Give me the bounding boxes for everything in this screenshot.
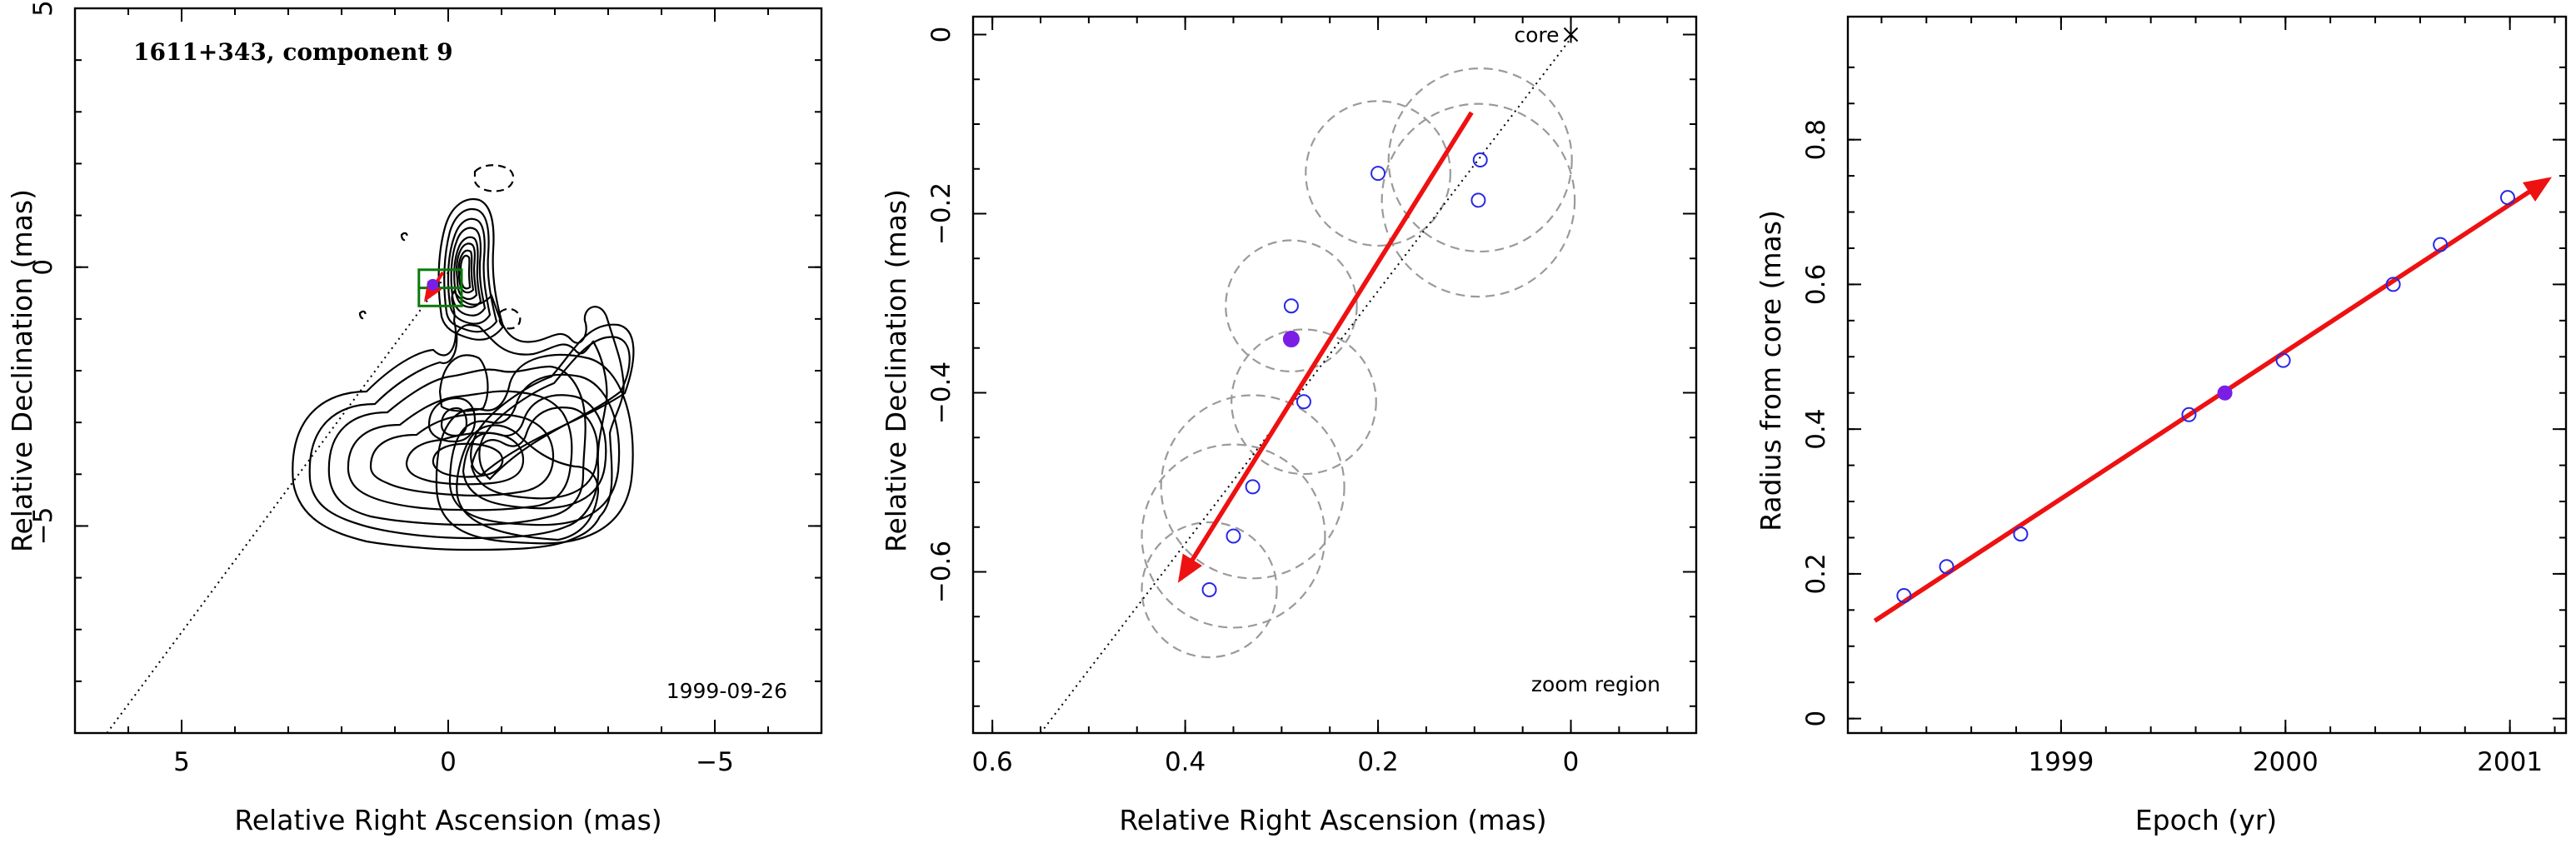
component-circle: [1141, 443, 1326, 629]
y-tick-label: 5: [28, 0, 58, 17]
x-tick-label: 0.6: [971, 747, 1012, 777]
component-point: [1472, 152, 1488, 167]
component-point: [1295, 394, 1311, 410]
component-circle: [1305, 100, 1451, 247]
plot-frame: [1846, 15, 2568, 735]
component-circle: [1160, 394, 1345, 580]
component-circle: [1380, 102, 1576, 298]
x-axis-label: Relative Right Ascension (mas): [234, 804, 661, 836]
ejection-line: [106, 272, 449, 734]
x-tick-label: 5: [173, 747, 190, 777]
radius-points: [1896, 190, 2515, 603]
x-tick-label: 2000: [2253, 747, 2319, 777]
x-tick-label: −5: [696, 747, 734, 777]
component-positions: [1201, 152, 1488, 597]
y-axis-label: Radius from core (mas): [1755, 210, 1787, 531]
y-axis-label: Relative Declination (mas): [6, 189, 38, 552]
x-tick-label: 0: [440, 747, 457, 777]
x-tick-label: 0: [1563, 747, 1580, 777]
zoom-region-label: zoom region: [1531, 672, 1660, 696]
x-axis-label: Epoch (yr): [2135, 804, 2277, 836]
component-point: [1283, 298, 1299, 314]
component-circle: [1141, 521, 1278, 659]
ejection-line: [1040, 33, 1575, 734]
motion-arrow: [1177, 111, 1474, 583]
y-axis-label: Relative Declination (mas): [880, 189, 912, 552]
contour-lines: [292, 164, 635, 551]
y-tick-label: −5: [28, 507, 58, 546]
plot-frame: [971, 15, 1698, 735]
component-circle: [1225, 239, 1358, 373]
component-circle: [1387, 67, 1573, 253]
y-tick-label: 0.4: [1801, 408, 1831, 449]
epoch-label: 1999-09-26: [666, 679, 787, 703]
y-tick-label: 0: [1801, 711, 1831, 727]
y-tick-label: 0: [28, 259, 58, 276]
y-tick-label: 0: [926, 27, 956, 43]
component-point: [1201, 582, 1217, 597]
y-tick-label: 0.2: [1801, 553, 1831, 594]
x-axis-label: Relative Right Ascension (mas): [1119, 804, 1546, 836]
component-point: [1470, 192, 1486, 208]
y-tick-label: −0.6: [926, 541, 956, 603]
radius-point: [2433, 237, 2449, 252]
radius-point: [2275, 352, 2291, 368]
y-tick-label: −0.4: [926, 362, 956, 424]
component-point: [1370, 166, 1386, 182]
radius-point: [2499, 190, 2515, 206]
x-tick-label: 0.4: [1165, 747, 1206, 777]
radius-point: [1939, 559, 1954, 575]
radius-point: [2181, 407, 2197, 422]
plot-title: 1611+343, component 9: [133, 38, 453, 66]
panel-contour-map: 5 0 −5 5 0 −5 1611+343, component 9 1999-09-2…: [6, 0, 823, 836]
x-tick-label: 2001: [2477, 747, 2543, 777]
y-tick-label: −0.2: [926, 182, 956, 245]
component-circle: [1231, 328, 1377, 476]
panel-zoom-region: core 0.6 0.4 0.2 0 0 −0.2 −0.4 −0.6 zoom region…: [880, 15, 1698, 836]
axis-ticks: 0.6 0.4 0.2 0 0 −0.2 −0.4 −0.6: [926, 17, 1696, 777]
component-point: [1245, 479, 1261, 495]
radius-point: [1896, 587, 1912, 603]
x-tick-label: 1999: [2028, 747, 2094, 777]
axis-ticks: 5 0 −5 5 0 −5: [28, 0, 822, 777]
component-point: [1226, 528, 1241, 544]
y-tick-label: 0.8: [1801, 119, 1831, 160]
component-size-circles: [1141, 67, 1576, 659]
current-epoch-point: [2217, 385, 2233, 401]
current-epoch-point: [1282, 331, 1300, 347]
core-label: core: [1514, 23, 1559, 47]
component-position-marker: [427, 278, 439, 291]
y-tick-label: 0.6: [1801, 264, 1831, 305]
panel-radius-vs-epoch: 1999 2000 2001 0 0.2 0.4 0.6 0.8 Epoch (yr) Rad…: [1755, 15, 2568, 836]
radius-point: [2385, 277, 2401, 292]
axis-ticks: 1999 2000 2001 0 0.2 0.4 0.6 0.8: [1801, 17, 2566, 777]
fit-line-arrow: [1873, 177, 2553, 623]
x-tick-label: 0.2: [1357, 747, 1398, 777]
radius-point: [2013, 526, 2029, 542]
